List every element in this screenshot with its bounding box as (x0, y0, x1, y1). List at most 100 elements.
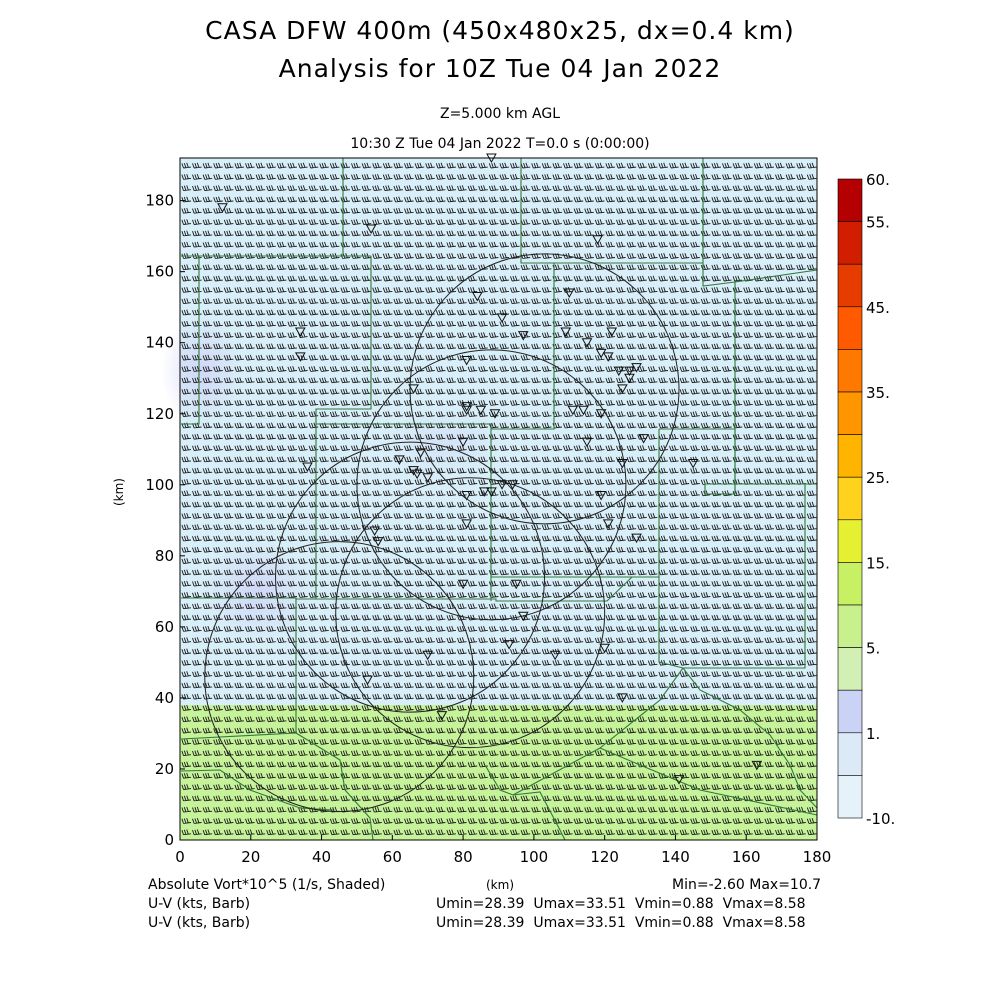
x-tick-label: 0 (175, 848, 185, 866)
station-marker (617, 458, 628, 469)
y-tick-label: 180 (145, 192, 174, 210)
colorbar-swatch (837, 562, 863, 606)
station-marker (362, 675, 373, 686)
radar-range-ring (409, 253, 680, 525)
station-marker (415, 448, 426, 458)
colorbar-swatch (837, 178, 863, 222)
county-line (316, 576, 659, 602)
station-markers (217, 153, 763, 785)
station-marker (478, 487, 490, 497)
min-max-label: Min=-2.60 Max=10.7 (672, 877, 822, 893)
y-tick-label: 20 (155, 760, 174, 778)
level-label: Z=5.000 km AGL (439, 106, 561, 122)
station-marker (638, 434, 649, 444)
station-marker (294, 352, 306, 362)
radar-range-ring (204, 541, 475, 813)
y-tick-label: 60 (155, 618, 174, 636)
station-marker (372, 537, 384, 547)
station-marker (461, 519, 473, 529)
station-marker (411, 469, 423, 480)
x-tick-label: 180 (803, 848, 832, 866)
station-marker (592, 235, 603, 245)
station-marker (475, 405, 487, 416)
station-marker (595, 348, 607, 359)
y-axis-unit: (km) (112, 477, 127, 507)
radar-range-ring (275, 441, 546, 713)
y-tick-label: 0 (164, 831, 174, 849)
x-tick-label: 100 (520, 848, 549, 866)
station-marker (617, 384, 628, 394)
colorbar-swatch (837, 306, 863, 350)
station-marker (461, 355, 473, 366)
wind-stats-2: Umin=28.39 Umax=33.51 Vmin=0.88 Vmax=8.5… (436, 915, 806, 931)
field-lower (180, 705, 817, 840)
station-marker (595, 409, 607, 419)
colorbar-label: 45. (866, 299, 890, 317)
y-tick-label: 140 (145, 334, 174, 352)
colorbar-label: 1. (866, 725, 880, 743)
colorbar-swatch (837, 263, 863, 308)
colorbar-label: -10. (866, 810, 895, 828)
x-tick-label: 140 (661, 848, 690, 866)
colorbar-label: 60. (866, 171, 890, 189)
station-marker (560, 327, 572, 338)
x-tick-label: 20 (241, 848, 260, 866)
x-tick-label: 40 (312, 848, 331, 866)
station-marker (624, 366, 635, 377)
station-marker (517, 331, 529, 341)
station-marker (687, 458, 699, 469)
station-marker (422, 650, 434, 661)
station-marker (517, 611, 529, 622)
vorticity-field (161, 158, 817, 840)
title-line-1: CASA DFW 400m (450x480x25, dx=0.4 km) (205, 16, 795, 45)
colorbar-swatch (837, 434, 863, 478)
x-tick-label: 80 (454, 848, 473, 866)
station-marker (394, 455, 405, 465)
colorbar-label: 25. (866, 469, 890, 487)
colorbar-swatch (837, 604, 863, 648)
station-marker (369, 526, 380, 536)
station-marker (408, 384, 419, 394)
y-tick-label: 120 (145, 405, 174, 423)
county-line (702, 158, 818, 287)
station-marker (602, 352, 614, 362)
station-marker (503, 640, 515, 650)
colorbar-swatch (837, 391, 863, 435)
radar-range-rings (204, 253, 680, 813)
x-tick-label: 120 (590, 848, 619, 866)
county-line (704, 282, 817, 495)
station-marker (510, 579, 522, 590)
county-line (682, 667, 818, 809)
station-marker (496, 313, 508, 323)
y-tick-label: 100 (145, 476, 174, 494)
station-marker (581, 338, 593, 348)
station-marker (507, 480, 519, 490)
wind-barb-grid (181, 162, 817, 836)
county-line (295, 732, 374, 841)
station-marker (457, 579, 469, 590)
station-marker (461, 490, 473, 501)
station-marker (595, 490, 607, 501)
colorbar-swatch (837, 519, 863, 563)
station-marker (365, 224, 377, 235)
vort-min-area (202, 541, 313, 642)
wind-barbs (181, 162, 817, 836)
county-line (512, 667, 684, 796)
x-axis-unit: (km) (486, 878, 515, 892)
colorbar-swatch (837, 221, 863, 265)
vort-min-area (161, 316, 242, 427)
colorbar-swatch (837, 476, 863, 521)
station-marker (461, 405, 473, 416)
station-marker (599, 643, 611, 654)
county-line (599, 747, 818, 816)
station-marker (567, 405, 579, 416)
station-marker (613, 366, 625, 377)
station-marker (751, 760, 763, 771)
station-marker (457, 437, 469, 448)
station-marker (578, 405, 589, 416)
station-marker (486, 487, 497, 497)
station-marker (631, 363, 642, 373)
station-marker (302, 462, 313, 473)
county-line (315, 256, 372, 424)
